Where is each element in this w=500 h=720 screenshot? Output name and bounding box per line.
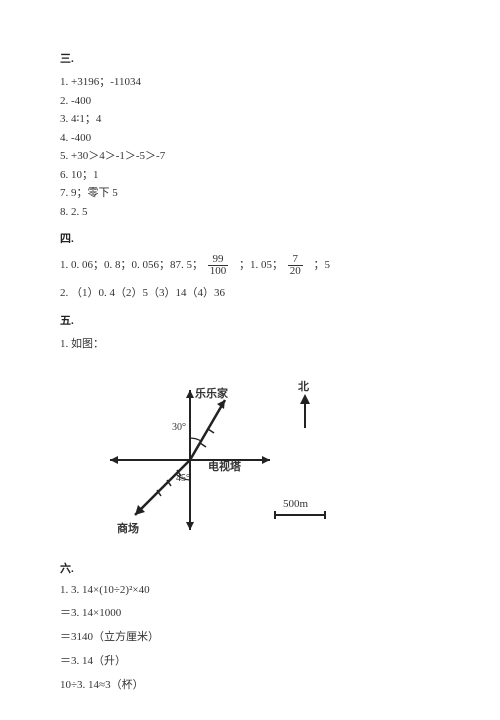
label-tv-tower: 电视塔 (208, 458, 241, 474)
frac-denominator: 100 (208, 266, 229, 277)
label-angle-30: 30° (172, 422, 186, 433)
section-3-body: 1. +3196；-11034 2. -400 3. 4∶1；4 4. -400… (60, 74, 440, 220)
s3-item: 5. +30＞4＞-1＞-5＞-7 (60, 148, 440, 165)
s3-item: 7. 9；零下 5 (60, 185, 440, 202)
label-lele-home: 乐乐家 (195, 385, 228, 401)
section-4-heading: 四. (60, 230, 440, 246)
s4-l1-p3: ；5 (314, 259, 331, 271)
s4-line1: 1. 0. 06；0. 8；0. 056；87. 5； 99 100 ；1. 0… (60, 254, 440, 277)
s4-l1-p1: 1. 0. 06；0. 8；0. 056；87. 5； (60, 259, 203, 271)
s6-line: ＝3. 14×1000 (60, 604, 440, 620)
fraction-7-20: 7 20 (288, 254, 303, 277)
frac-denominator: 20 (288, 266, 303, 277)
s4-line2: 2. （1）0. 4（2）5（3）14（4）36 (60, 285, 440, 302)
section-3-heading: 三. (60, 50, 440, 66)
s5-line1: 1. 如图： (60, 336, 440, 353)
section-6-body: 1. 3. 14×(10÷2)²×40 ＝3. 14×1000 ＝3140（立方… (60, 584, 440, 692)
section-5-heading: 五. (60, 312, 440, 328)
label-mall: 商场 (117, 520, 139, 536)
s3-item: 6. 10；1 (60, 167, 440, 184)
s3-item: 1. +3196；-11034 (60, 74, 440, 91)
s6-line: 1. 3. 14×(10÷2)²×40 (60, 584, 440, 596)
s4-l1-p2: ；1. 05； (239, 259, 283, 271)
s3-item: 8. 2. 5 (60, 204, 440, 221)
fraction-99-100: 99 100 (208, 254, 229, 277)
label-angle-45: 45° (176, 473, 190, 484)
section-6-heading: 六. (60, 560, 440, 576)
label-scale: 500m (283, 498, 308, 510)
direction-diagram: 北 乐乐家 电视塔 商场 30° 45° 500m (80, 360, 360, 550)
label-north: 北 (298, 378, 309, 394)
s6-line: ＝3. 14（升） (60, 652, 440, 668)
s6-line: 10÷3. 14≈3（杯） (60, 676, 440, 692)
s3-item: 4. -400 (60, 130, 440, 147)
s6-line: ＝3140（立方厘米） (60, 628, 440, 644)
s3-item: 3. 4∶1；4 (60, 111, 440, 128)
s3-item: 2. -400 (60, 93, 440, 110)
